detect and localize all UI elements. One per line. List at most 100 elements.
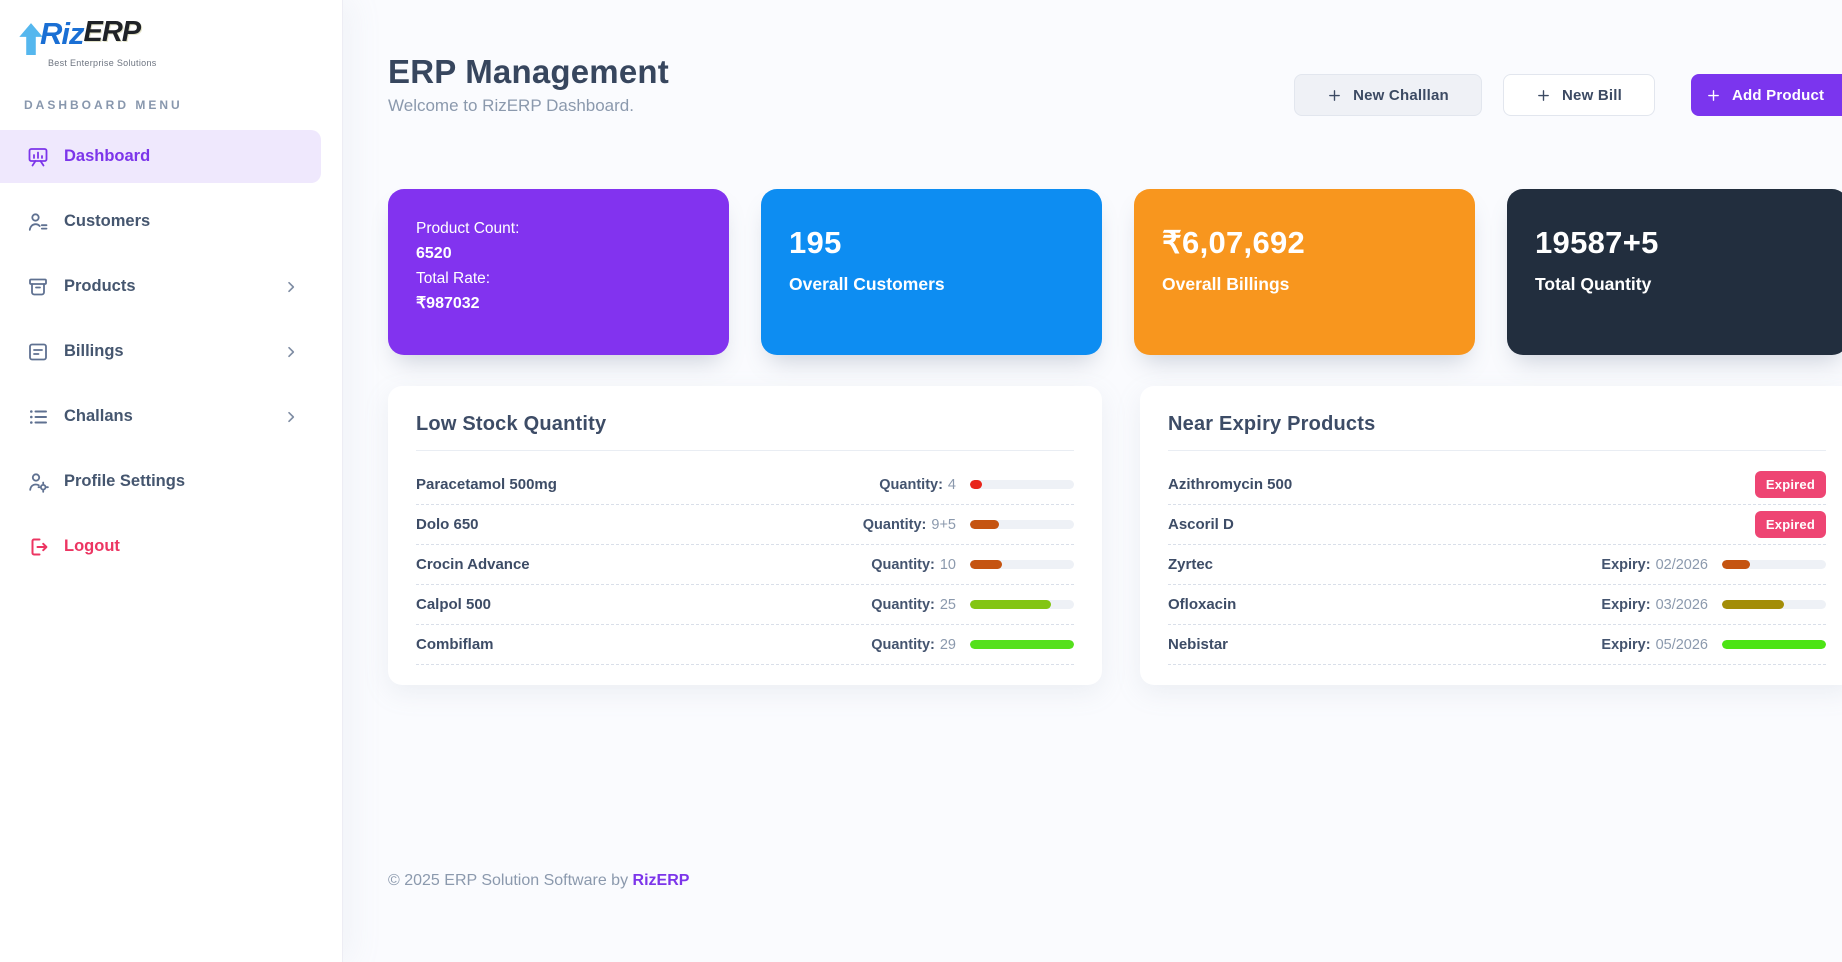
customers-icon [26,210,50,234]
profile-settings-icon [26,470,50,494]
row-value: 29 [939,636,956,653]
chevron-right-icon[interactable] [283,344,299,360]
chevron-right-icon[interactable] [283,279,299,295]
stat-label: Overall Billings [1162,274,1290,294]
table-row: Dolo 650 Quantity: 9+5 [416,505,1074,545]
row-value: 9+5 [931,516,956,533]
panels-row: Low Stock Quantity Paracetamol 500mg Quan… [388,386,1842,685]
panel-title: Near Expiry Products [1168,413,1376,435]
stock-level-bar [970,640,1074,649]
sidebar-item-billings[interactable]: Billings [0,325,321,378]
product-name: Zyrtec [1168,556,1214,573]
stat-line: Total Rate: [416,270,491,287]
panel-divider [1168,450,1826,451]
near-expiry-panel: Near Expiry Products Azithromycin 500 Exp… [1140,386,1842,685]
product-name: Nebistar [1168,636,1229,653]
product-name: Azithromycin 500 [1168,476,1293,493]
sidebar-item-label: Challans [64,407,133,425]
sidebar-item-customers[interactable]: Customers [0,195,321,248]
sidebar-item-label: Customers [64,212,151,230]
panel-divider [416,450,1074,451]
row-meta: Quantity: 25 [871,597,1074,613]
table-row: Paracetamol 500mg Quantity: 4 [416,465,1074,505]
stat-label: Total Quantity [1535,274,1652,294]
page-title: ERP Management [388,53,669,90]
add-product-button[interactable]: Add Product [1691,74,1842,116]
stock-level-bar [970,520,1074,529]
new-bill-button[interactable]: New Bill [1503,74,1655,116]
row-label: Quantity: [871,636,935,653]
stat-card-overall-billings: ₹6,07,692 Overall Billings [1134,189,1475,355]
sidebar-item-products[interactable]: Products [0,260,321,313]
row-label: Quantity: [862,516,927,533]
sidebar-item-label: Products [64,277,136,295]
row-label: Quantity: [871,596,935,613]
button-label: New Bill [1562,86,1622,104]
stock-level-bar [970,600,1074,609]
bar-fill [1722,640,1826,649]
sidebar-item-label: Logout [64,537,120,555]
table-row: Nebistar Expiry: 05/2026 [1168,625,1826,665]
expired-badge: Expired [1754,471,1826,498]
sidebar-item-logout[interactable]: Logout [0,520,321,573]
footer-brand-link[interactable]: RizERP [632,872,690,889]
content-area: ERP Management Welcome to RizERP Dashboa… [388,52,1842,890]
bar-fill [970,480,983,489]
expired-badge: Expired [1754,511,1826,538]
row-meta: Expiry: 03/2026 [1601,597,1826,613]
stat-value: ₹6,07,692 [1162,225,1306,260]
sidebar-item-label: Billings [64,342,124,360]
chevron-right-icon[interactable] [283,409,299,425]
challans-icon [26,405,50,429]
bar-fill [970,560,1003,569]
row-value: 10 [939,556,956,573]
row-label: Expiry: [1601,636,1651,653]
footer-text: © 2025 ERP Solution Software by [388,872,633,889]
stat-label: Overall Customers [789,274,945,294]
sidebar-item-dashboard[interactable]: Dashboard [0,130,321,183]
product-name: Combiflam [416,636,494,653]
row-value: 05/2026 [1655,636,1708,653]
stat-line: Product Count: [416,220,520,237]
sidebar-item-challans[interactable]: Challans [0,390,321,443]
stat-card-total-quantity: 19587+5 Total Quantity [1507,189,1842,355]
expiry-level-bar [1722,640,1826,649]
panel-title: Low Stock Quantity [416,413,607,435]
expiry-level-bar [1722,560,1826,569]
stock-level-bar [970,560,1074,569]
new-challlan-button[interactable]: New Challlan [1294,74,1482,116]
logo-text-erp: ERP [83,16,142,48]
row-label: Quantity: [879,476,943,493]
plus-icon [1706,88,1721,103]
product-name: Ofloxacin [1168,596,1237,613]
product-name: Paracetamol 500mg [416,476,557,493]
sidebar-menu: Dashboard Customers Products Billings Challa… [0,130,342,573]
button-label: Add Product [1732,86,1825,104]
row-meta: Quantity: 9+5 [863,517,1074,533]
row-meta: Expiry: 05/2026 [1601,637,1826,653]
app-logo[interactable]: Riz ERP Best Enterprise Solutions [0,16,342,68]
bar-fill [970,600,1052,609]
row-meta: Quantity: 10 [871,557,1074,573]
row-meta: Expired [1754,471,1826,498]
logout-icon [26,535,50,559]
sidebar-item-profile-settings[interactable]: Profile Settings [0,455,321,508]
stat-line: 6520 [416,245,452,262]
table-row: Calpol 500 Quantity: 25 [416,585,1074,625]
main-content: ERP Management Welcome to RizERP Dashboa… [343,0,1842,962]
stat-value: 19587+5 [1535,225,1659,260]
header-buttons: New Challlan New Bill Add Product [1294,74,1842,116]
row-meta: Quantity: 29 [871,637,1074,653]
page-footer: © 2025 ERP Solution Software by RizERP [388,872,1842,890]
low-stock-rows: Paracetamol 500mg Quantity: 4 Dolo 650 Quant… [416,465,1074,665]
product-name: Ascoril D [1168,516,1234,533]
bar-fill [1722,600,1785,609]
sidebar-item-label: Dashboard [64,147,151,165]
page-header: ERP Management Welcome to RizERP Dashboa… [388,52,1842,136]
bar-fill [970,640,1074,649]
expiry-level-bar [1722,600,1826,609]
dashboard-icon [26,145,50,169]
near-expiry-rows: Azithromycin 500 Expired Ascoril D Expired Z… [1168,465,1826,665]
table-row: Azithromycin 500 Expired [1168,465,1826,505]
row-value: 4 [947,476,956,493]
